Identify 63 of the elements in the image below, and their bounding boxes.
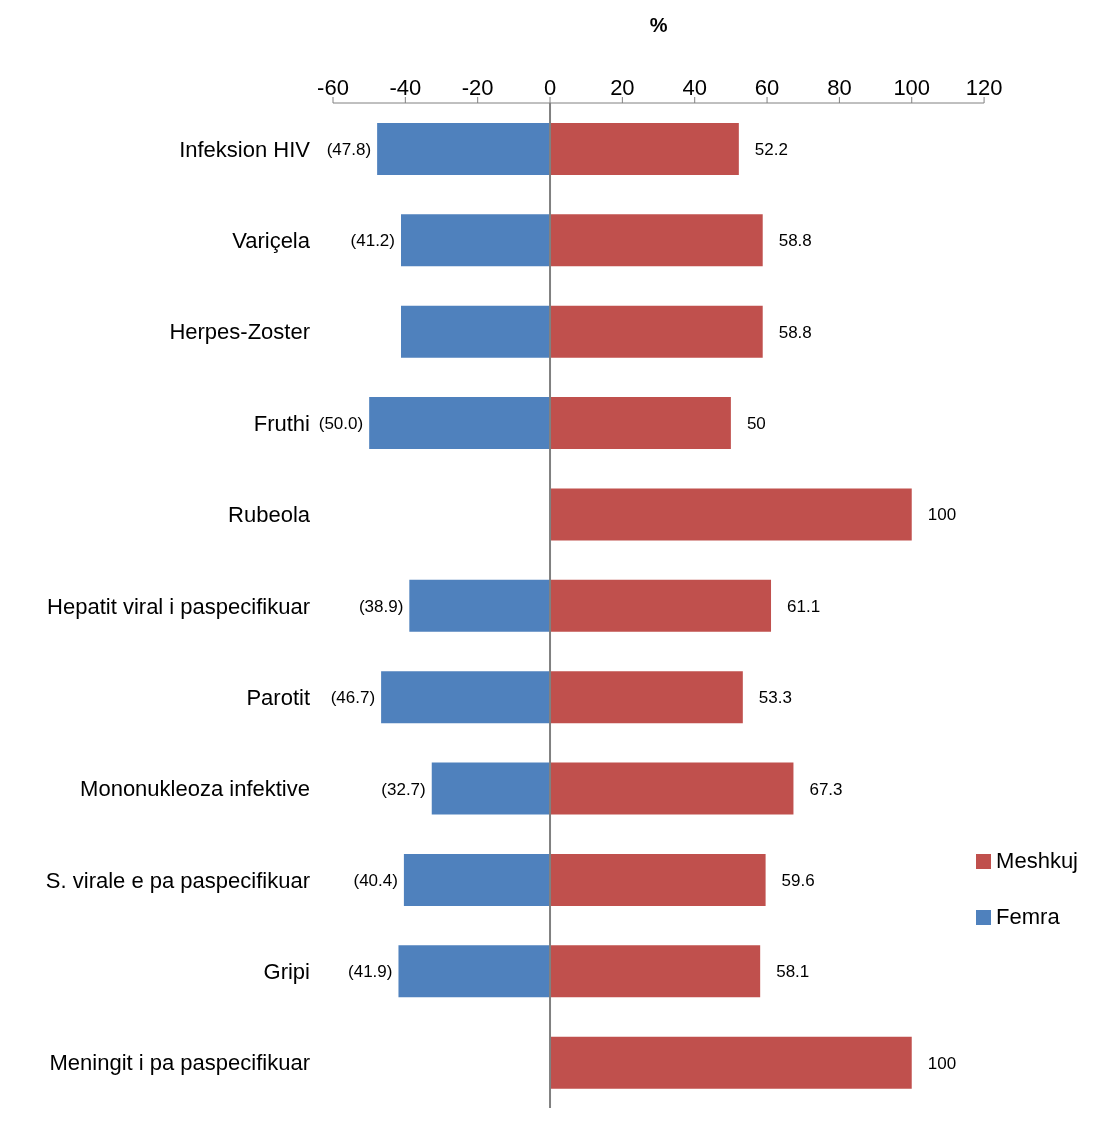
x-tick-label: -20 (461, 75, 494, 100)
data-label: (41.2) (350, 231, 395, 251)
data-label: 100 (927, 1053, 957, 1073)
x-tick-label: 120 (965, 75, 1003, 100)
bar (409, 579, 551, 632)
x-tick-label: 40 (682, 75, 707, 100)
bar (550, 853, 766, 906)
legend-label: Femra (996, 904, 1060, 930)
bar (550, 671, 743, 724)
data-label: 100 (927, 505, 957, 525)
bar (550, 579, 772, 632)
y-tick-label: Meningit i pa paspecifikuar (49, 1050, 310, 1076)
bar (381, 671, 551, 724)
data-label: (38.9) (358, 596, 404, 616)
bar (550, 397, 731, 450)
y-tick-label: Mononukleoza infektive (80, 776, 310, 802)
bar (401, 305, 551, 358)
data-label: 53.3 (758, 688, 792, 708)
data-label: 58.8 (778, 322, 812, 342)
y-tick-label: Variçela (232, 228, 311, 254)
data-label: 59.6 (781, 870, 815, 890)
y-tick-label: Infeksion HIV (179, 136, 311, 162)
bar (403, 853, 551, 906)
y-tick-label: Fruthi (253, 410, 310, 436)
data-label: (40.4) (353, 870, 398, 890)
data-label: 58.1 (776, 962, 810, 982)
data-label: (32.7) (381, 779, 426, 799)
data-label: 61.1 (787, 596, 821, 616)
bar (550, 305, 763, 358)
x-tick-label: 20 (610, 75, 635, 100)
data-label: (46.7) (330, 688, 376, 708)
bar (431, 762, 551, 815)
y-tick-label: Parotit (246, 684, 310, 710)
bar (550, 488, 912, 541)
x-tick-label: 100 (893, 75, 931, 100)
x-tick-label: 0 (543, 75, 557, 100)
y-tick-label: Gripi (263, 958, 310, 984)
bar (550, 1036, 912, 1089)
data-label: 52.2 (754, 140, 788, 159)
bar (550, 123, 739, 175)
x-tick-label: -60 (317, 75, 349, 100)
data-label: (47.8) (326, 140, 372, 159)
bar (377, 123, 551, 175)
x-tick-label: -40 (389, 75, 422, 100)
y-tick-label: Hepatit viral i paspecifikuar (47, 593, 310, 619)
x-axis-title: % (649, 14, 668, 37)
legend-label: Meshkuj (996, 848, 1078, 874)
x-tick-label: 60 (754, 75, 780, 100)
data-label: 50 (746, 414, 766, 434)
bar (550, 945, 761, 998)
data-label: (50.0) (318, 414, 364, 434)
y-tick-label: Herpes-Zoster (169, 319, 310, 345)
bar (398, 945, 551, 998)
bar (550, 214, 763, 267)
data-label: 67.3 (809, 779, 843, 799)
bar (401, 214, 551, 267)
y-tick-label: S. virale e pa paspecifikuar (45, 867, 310, 893)
y-tick-label: Rubeola (228, 502, 311, 528)
data-label: 58.8 (778, 231, 812, 251)
bar (369, 397, 551, 450)
bar (550, 762, 794, 815)
data-label: (41.9) (348, 962, 393, 982)
x-tick-label: 80 (827, 75, 852, 100)
